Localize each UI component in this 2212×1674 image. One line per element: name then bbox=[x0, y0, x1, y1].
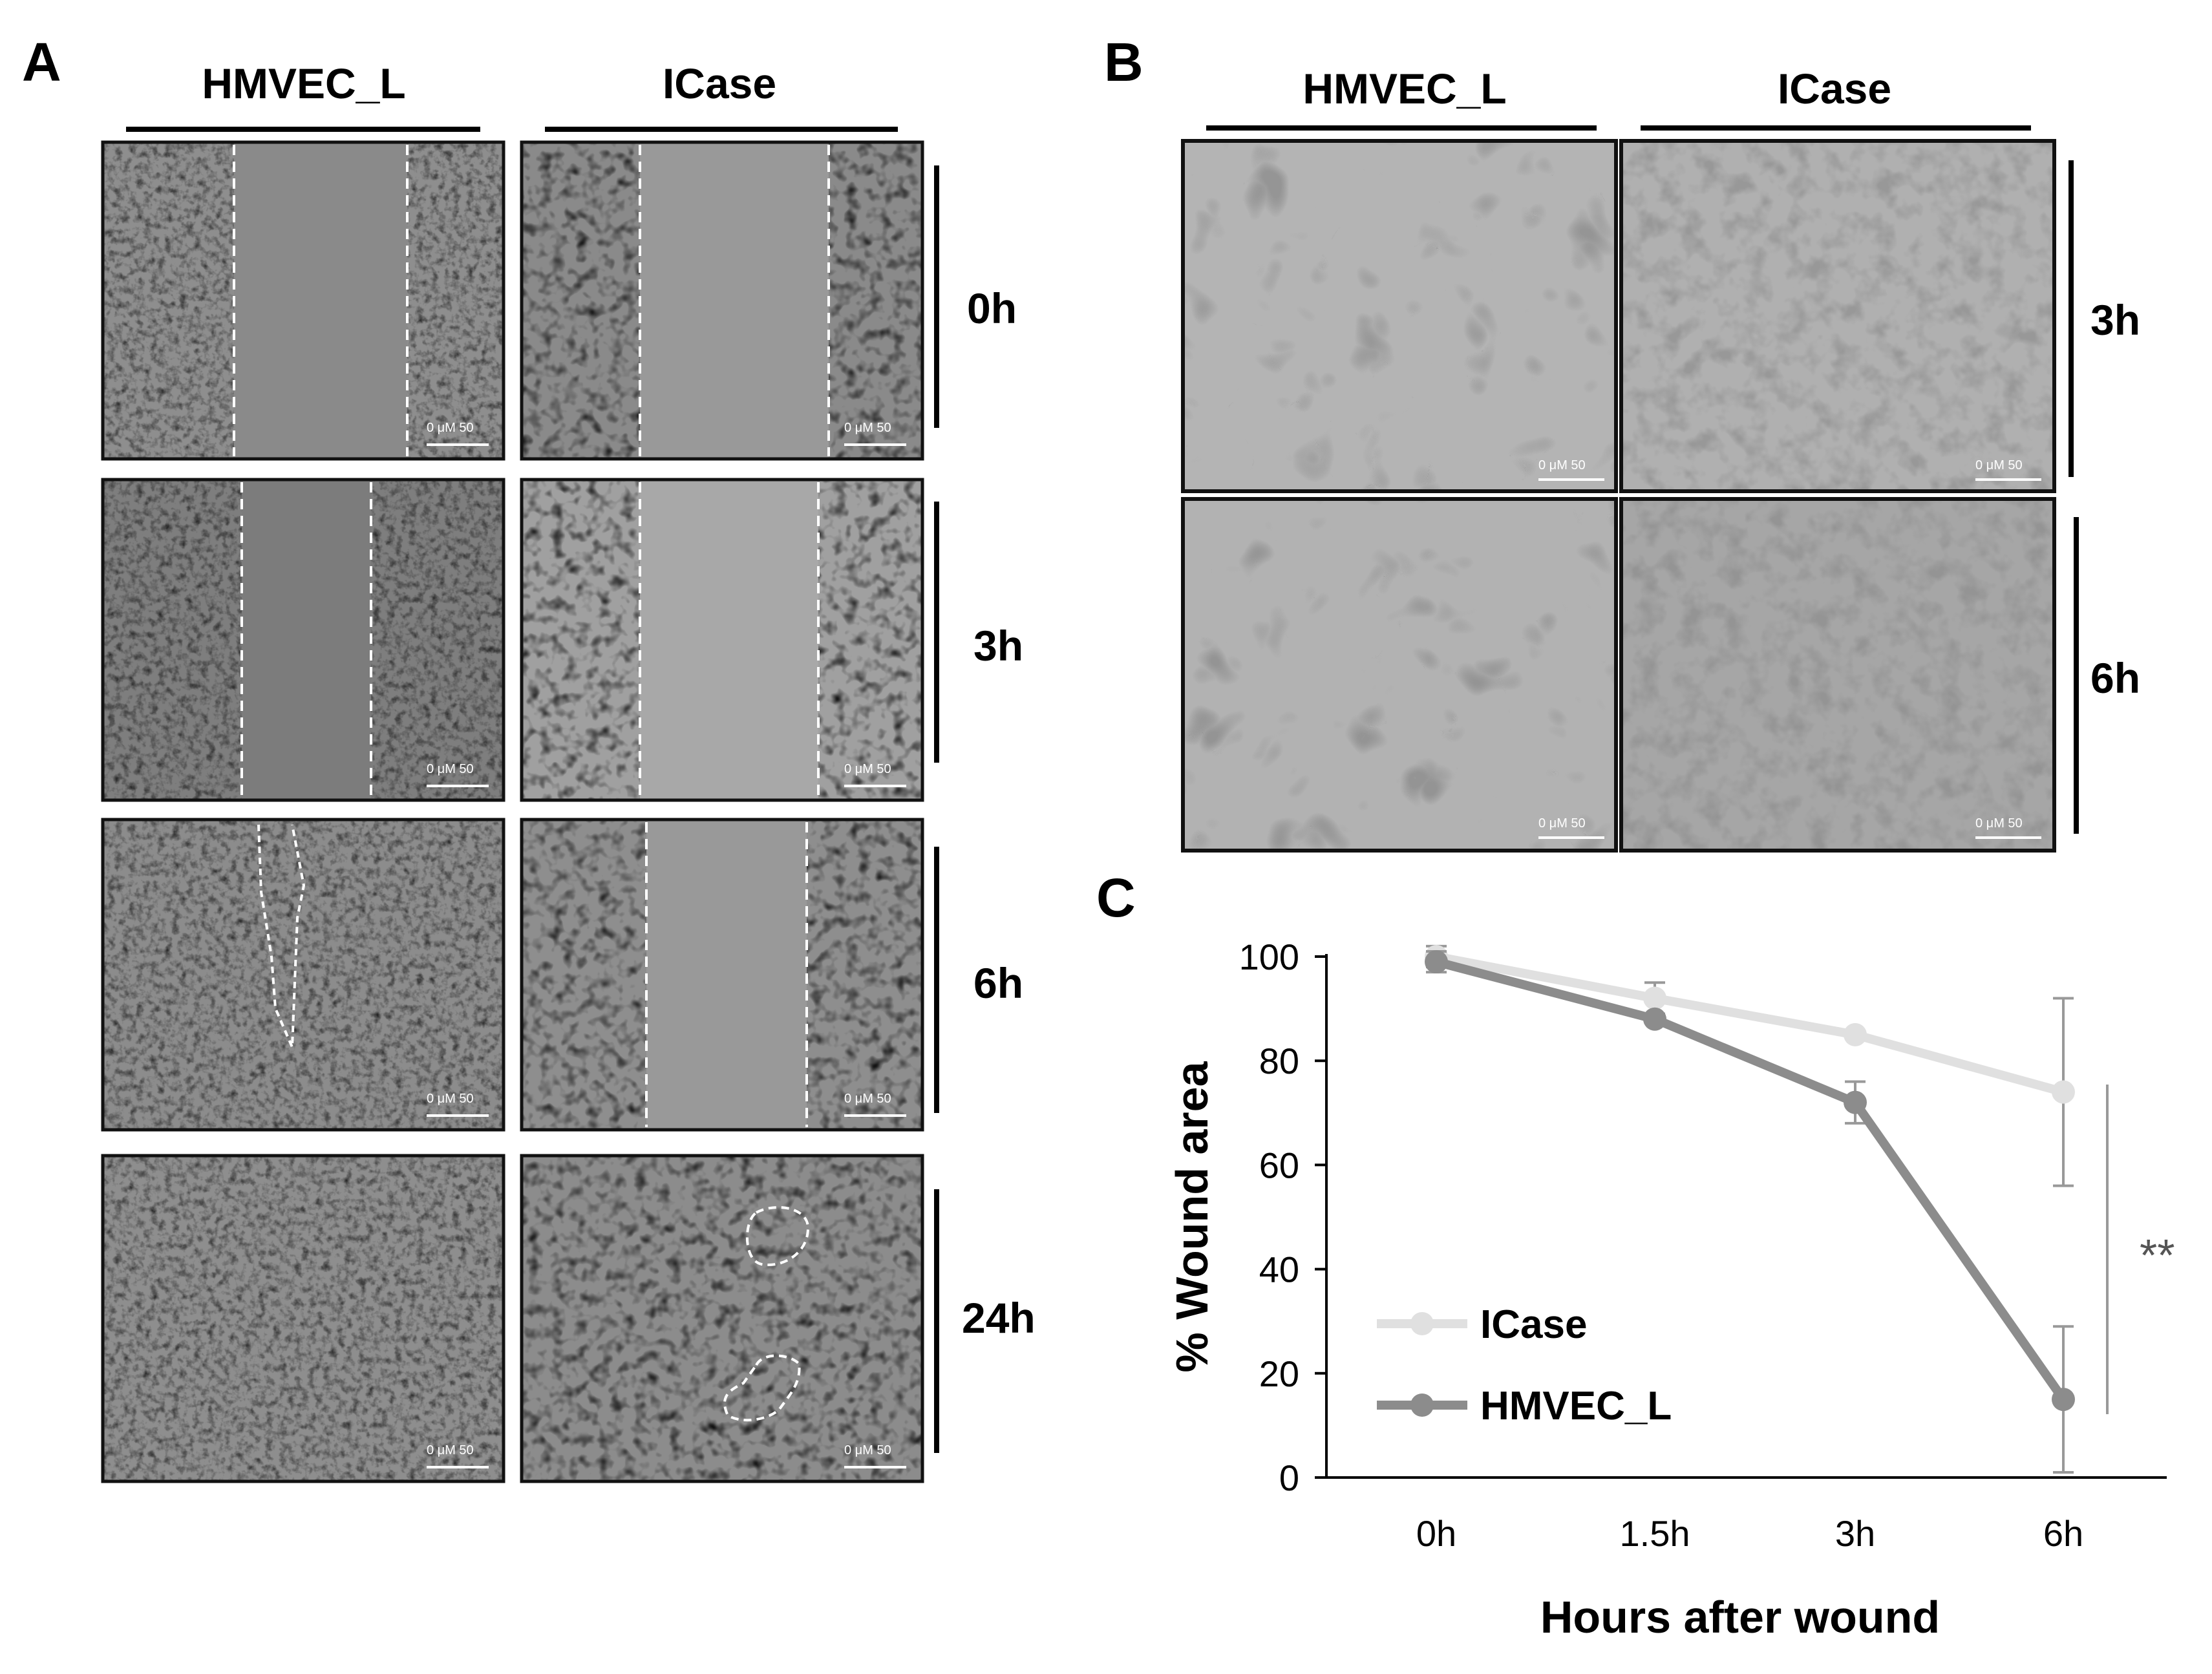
x-tick-label: 6h bbox=[2043, 1513, 2083, 1554]
svg-text:0 μM 50: 0 μM 50 bbox=[844, 1443, 891, 1457]
data-point bbox=[1425, 950, 1448, 974]
x-axis-label: Hours after wound bbox=[1540, 1592, 1940, 1642]
svg-text:0 μM 50: 0 μM 50 bbox=[1538, 458, 1586, 472]
legend-marker bbox=[1410, 1312, 1434, 1335]
svg-text:0 μM 50: 0 μM 50 bbox=[427, 421, 474, 435]
x-tick-label: 0h bbox=[1416, 1513, 1456, 1554]
panel-b-image-icase-6h bbox=[1619, 497, 2056, 853]
panel-a-image-hmvec-24h bbox=[101, 1154, 505, 1483]
y-tick-label: 80 bbox=[1259, 1041, 1299, 1081]
scale-bar-b-4: 0 μM 50 bbox=[1975, 816, 2041, 839]
scale-bar-a-4: 0 μM 50 bbox=[844, 762, 906, 787]
y-tick-label: 0 bbox=[1279, 1457, 1299, 1498]
panel-b-col-icase: ICase bbox=[1778, 65, 1891, 112]
panel-a-image-hmvec-6h bbox=[101, 818, 505, 1132]
y-tick-label: 40 bbox=[1259, 1249, 1299, 1290]
legend-marker bbox=[1410, 1393, 1434, 1417]
panel-a-col-hmvec: HMVEC_L bbox=[202, 59, 405, 107]
panel-a-row-6h-label: 6h bbox=[973, 959, 1023, 1007]
scale-bar-a-1: 0 μM 50 bbox=[427, 421, 489, 446]
svg-text:0 μM 50: 0 μM 50 bbox=[427, 1443, 474, 1457]
data-point bbox=[1643, 986, 1666, 1010]
svg-text:0 μM 50: 0 μM 50 bbox=[844, 1092, 891, 1106]
panel-a-row-3h-label: 3h bbox=[973, 622, 1023, 670]
scale-bar-a-2: 0 μM 50 bbox=[844, 421, 906, 446]
scale-bar-a-6: 0 μM 50 bbox=[844, 1092, 906, 1117]
panel-b-letter: B bbox=[1104, 32, 1143, 92]
svg-text:0 μM 50: 0 μM 50 bbox=[1975, 458, 2023, 472]
data-point bbox=[1844, 1090, 1867, 1114]
scale-bar-a-3: 0 μM 50 bbox=[427, 762, 489, 787]
svg-text:0 μM 50: 0 μM 50 bbox=[844, 421, 891, 435]
panel-a-image-icase-3h bbox=[520, 478, 924, 802]
panel-c-letter: C bbox=[1096, 867, 1136, 928]
panel-b-image-hmvec-6h bbox=[1181, 497, 1618, 853]
scale-bar-a-7: 0 μM 50 bbox=[427, 1443, 489, 1468]
panel-b-col-hmvec: HMVEC_L bbox=[1303, 65, 1506, 112]
data-point bbox=[2052, 1080, 2075, 1104]
series-line-icase bbox=[1435, 952, 2065, 1097]
svg-text:0 μM 50: 0 μM 50 bbox=[1538, 816, 1586, 831]
panel-a-row-24h-label: 24h bbox=[962, 1294, 1036, 1342]
panel-a-image-icase-24h bbox=[520, 1154, 924, 1483]
y-tick-label: 60 bbox=[1259, 1145, 1299, 1185]
panel-a-image-icase-6h bbox=[520, 818, 924, 1132]
data-point bbox=[1643, 1007, 1666, 1031]
scale-bar-a-8: 0 μM 50 bbox=[844, 1443, 906, 1468]
legend-label: ICase bbox=[1480, 1302, 1587, 1347]
y-tick-label: 100 bbox=[1239, 937, 1299, 977]
scale-bar-b-1: 0 μM 50 bbox=[1538, 458, 1604, 481]
x-tick-label: 1.5h bbox=[1620, 1513, 1690, 1554]
series-line-hmvec_l bbox=[1435, 957, 2067, 1403]
panel-b-row-3h-label: 3h bbox=[2090, 296, 2140, 344]
svg-text:0 μM 50: 0 μM 50 bbox=[1975, 816, 2023, 831]
wound-area-chart: 0 20 40 60 80 100 0h 1.5h 3h 6h Hours after wound%… bbox=[1167, 937, 2175, 1642]
scale-bar-b-3: 0 μM 50 bbox=[1538, 816, 1604, 839]
panel-a-image-icase-0h bbox=[520, 140, 924, 461]
svg-text:0 μM 50: 0 μM 50 bbox=[427, 762, 474, 776]
panel-a-image-hmvec-3h bbox=[101, 478, 505, 802]
x-tick-label: 3h bbox=[1835, 1513, 1875, 1554]
data-point bbox=[1844, 1022, 1867, 1046]
y-axis-label: % Wound area bbox=[1167, 1061, 1217, 1372]
data-point bbox=[2052, 1388, 2075, 1412]
panel-a-letter: A bbox=[22, 32, 61, 92]
panel-b-image-icase-3h bbox=[1619, 139, 2056, 493]
legend-label: HMVEC_L bbox=[1480, 1384, 1672, 1428]
y-tick-label: 20 bbox=[1259, 1353, 1299, 1394]
panel-a-scale-bars: 0 μM 50 0 μM 50 0 μM 50 0 μM 50 0 μM 50 … bbox=[427, 421, 906, 1468]
panel-a-image-hmvec-0h bbox=[101, 140, 505, 461]
panel-b-image-hmvec-3h bbox=[1181, 139, 1618, 493]
svg-text:0 μM 50: 0 μM 50 bbox=[427, 1092, 474, 1106]
scale-bar-b-2: 0 μM 50 bbox=[1975, 458, 2041, 481]
svg-text:0 μM 50: 0 μM 50 bbox=[844, 762, 891, 776]
scale-bar-a-5: 0 μM 50 bbox=[427, 1092, 489, 1117]
panel-b-scale-bars: 0 μM 50 0 μM 50 0 μM 50 0 μM 50 bbox=[1538, 458, 2041, 839]
significance-label: ** bbox=[2140, 1230, 2175, 1280]
panel-a-row-0h-label: 0h bbox=[967, 284, 1017, 332]
panel-a-col-icase: ICase bbox=[663, 59, 776, 107]
panel-b-row-6h-label: 6h bbox=[2090, 654, 2140, 702]
